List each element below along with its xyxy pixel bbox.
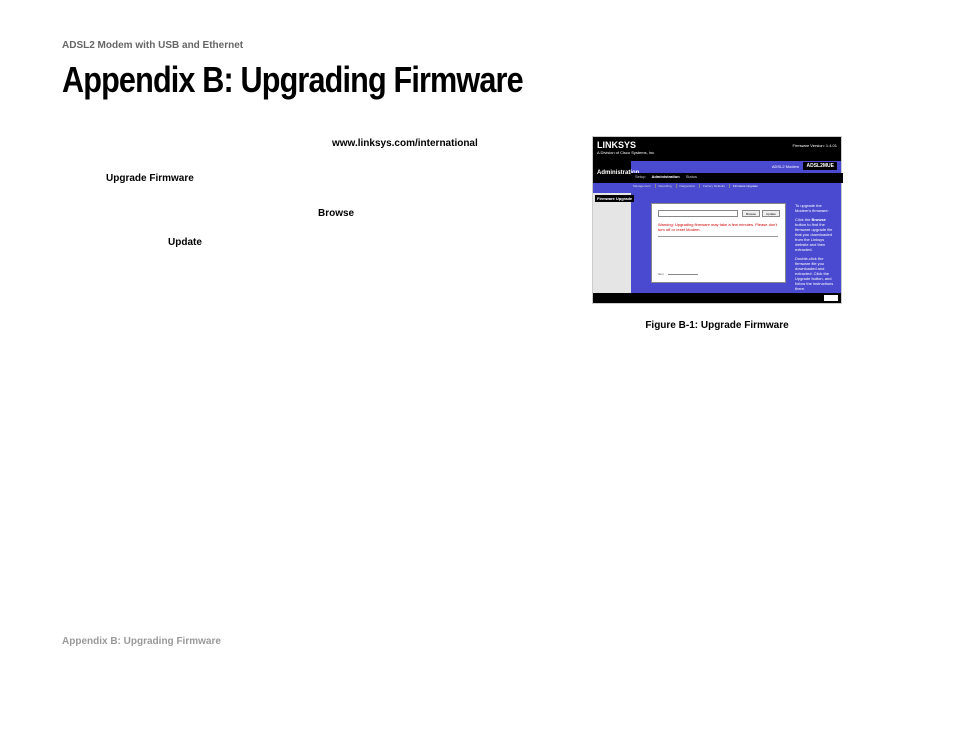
ss-subtab-4: Firmware Upgrade bbox=[729, 184, 758, 188]
ss-left-label: Firmware Upgrade bbox=[595, 195, 634, 202]
ss-warning: Warning: Upgrading firmware may take a f… bbox=[658, 222, 778, 232]
ss-fw-version: Firmware Version: 1.4.01 bbox=[793, 143, 837, 148]
ss-help-p2: Click the Browse button to find the firm… bbox=[795, 217, 837, 252]
ss-model: ADSL2MUE bbox=[803, 162, 837, 170]
ss-subtabs: Management Reporting Diagnostics Factory… bbox=[633, 184, 758, 188]
ss-subtab-0: Management bbox=[633, 184, 651, 188]
body-text: www.linksys.com/international Upgrade Fi… bbox=[62, 136, 572, 331]
ss-tab-admin: Administration bbox=[651, 174, 679, 179]
ss-update-button: Update bbox=[762, 210, 780, 217]
ss-browse-button: Browse bbox=[742, 210, 760, 217]
ss-item-label: Item bbox=[658, 272, 664, 276]
ss-file-input bbox=[658, 210, 738, 217]
ss-help-panel: To upgrade the Modem's firmware: Click t… bbox=[795, 203, 837, 283]
ss-tab-status: Status bbox=[686, 174, 697, 179]
term-upgrade-firmware: Upgrade Firmware bbox=[106, 173, 194, 184]
firmware-screenshot: LINKSYS A Division of Cisco Systems, Inc… bbox=[592, 136, 842, 304]
ss-subtab-2: Diagnostics bbox=[676, 184, 696, 188]
firmware-url: www.linksys.com/international bbox=[332, 138, 478, 149]
ss-tabs: Setup Administration Status bbox=[635, 174, 697, 179]
ss-main-panel: Browse Update Warning: Upgrading firmwar… bbox=[651, 203, 786, 283]
ss-logo: LINKSYS bbox=[597, 140, 636, 150]
ss-help-p3: Double-click the firmware file you downl… bbox=[795, 256, 837, 291]
page-title: Appendix B: Upgrading Firmware bbox=[62, 59, 768, 101]
term-update: Update bbox=[168, 237, 202, 248]
ss-subtab-1: Reporting bbox=[655, 184, 672, 188]
ss-modem-label: ADSL2 Modem bbox=[772, 164, 799, 169]
term-browse: Browse bbox=[318, 208, 354, 219]
page-footer: Appendix B: Upgrading Firmware bbox=[62, 636, 221, 647]
product-line: ADSL2 Modem with USB and Ethernet bbox=[62, 40, 892, 51]
ss-tab-setup: Setup bbox=[635, 174, 645, 179]
ss-subtab-3: Factory Defaults bbox=[699, 184, 725, 188]
figure-caption: Figure B-1: Upgrade Firmware bbox=[592, 320, 842, 331]
ss-help-p1: To upgrade the Modem's firmware: bbox=[795, 203, 837, 213]
cisco-logo-icon bbox=[824, 295, 838, 301]
ss-logo-sub: A Division of Cisco Systems, Inc. bbox=[597, 150, 655, 155]
